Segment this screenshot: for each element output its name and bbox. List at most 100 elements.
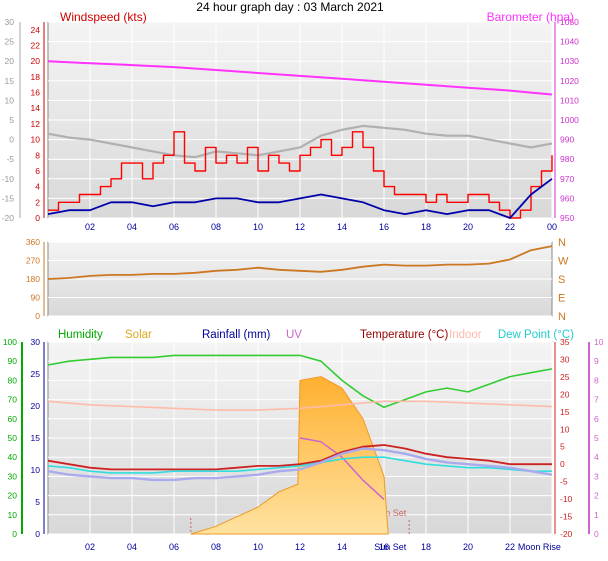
average-wind-series: [47, 178, 553, 219]
humidity-tick-label: 90: [8, 356, 18, 366]
baro-tick-label: 1000: [560, 115, 579, 125]
top-x-tick-label: 06: [169, 222, 179, 232]
compass-label: E: [558, 293, 565, 305]
top-x-tick-label: 22: [505, 222, 515, 232]
baro-tick-label: 950: [560, 213, 574, 223]
outer-left-tick-label: 20: [5, 56, 15, 66]
direction-tick-label: 360: [26, 237, 40, 247]
rain-tick-label: 20: [31, 401, 41, 411]
direction-tick-label: 90: [31, 293, 41, 303]
legend-uv: UV: [286, 329, 302, 341]
wind-tick-label: 6: [35, 166, 40, 176]
sunset-axis-label: Sun Set: [374, 542, 407, 552]
baro-tick-label: 960: [560, 193, 574, 203]
bottom-x-tick-label: 04: [127, 542, 137, 552]
bottom-x-tick-label: 12: [295, 542, 305, 552]
temp-tick-label: -20: [560, 529, 573, 539]
direction-tick-label: 180: [26, 274, 40, 284]
temp-tick-label: 5: [560, 442, 565, 452]
humidity-tick-label: 100: [3, 337, 17, 347]
top-x-tick-label: 14: [337, 222, 347, 232]
moonrise-axis-label: Moon Rise: [518, 542, 561, 552]
outer-left-tick-label: 5: [9, 115, 14, 125]
compass-label: W: [558, 256, 569, 268]
outer-left-tick-label: 0: [9, 135, 14, 145]
rain-tick-label: 30: [31, 337, 41, 347]
uv-tick-label: 10: [594, 337, 604, 347]
rain-tick-label: 5: [35, 497, 40, 507]
dew-point-series: [47, 456, 552, 474]
top-x-tick-label: 20: [463, 222, 473, 232]
top-x-tick-label: 12: [295, 222, 305, 232]
wind-tick-label: 8: [35, 150, 40, 160]
legend-temperature: Temperature (°C): [360, 329, 448, 341]
temp-tick-label: 15: [560, 407, 570, 417]
wind-tick-label: 2: [35, 197, 40, 207]
uv-tick-label: 0: [594, 529, 599, 539]
sunset-plot-label: Sun Set: [374, 508, 407, 518]
outer-left-tick-label: 15: [5, 76, 15, 86]
humidity-tick-label: 50: [8, 433, 18, 443]
temperature-series: [47, 444, 552, 471]
top-x-tick-label: 10: [253, 222, 263, 232]
top-x-tick-label: 08: [211, 222, 221, 232]
humidity-tick-label: 70: [8, 395, 18, 405]
outer-left-tick-label: 25: [5, 37, 15, 47]
wind-tick-label: 14: [31, 103, 41, 113]
wind-tick-label: 0: [35, 213, 40, 223]
outer-left-tick-label: -15: [2, 193, 15, 203]
baro-tick-label: 1050: [560, 17, 579, 27]
direction-tick-label: 0: [35, 311, 40, 321]
humidity-tick-label: 0: [12, 529, 17, 539]
bottom-x-tick-label: 06: [169, 542, 179, 552]
humidity-tick-label: 60: [8, 414, 18, 424]
wind-tick-label: 10: [31, 135, 41, 145]
wind-tick-label: 16: [31, 88, 41, 98]
wind-tick-label: 12: [31, 119, 41, 129]
uv-tick-label: 1: [594, 510, 599, 520]
top-x-tick-label: 18: [421, 222, 431, 232]
wind-tick-label: 4: [35, 182, 40, 192]
outer-left-tick-label: -20: [2, 213, 15, 223]
bottom-x-tick-label: 10: [253, 542, 263, 552]
baro-tick-label: 1010: [560, 95, 579, 105]
temp-tick-label: -5: [560, 477, 568, 487]
wind-direction-series: [47, 245, 553, 280]
humidity-tick-label: 80: [8, 375, 18, 385]
chart-title: 24 hour graph day : 03 March 2021: [196, 0, 384, 14]
temp-tick-label: 25: [560, 372, 570, 382]
legend: Humidity Solar Rainfall (mm) UV Temperat…: [58, 329, 574, 341]
uv-tick-label: 8: [594, 375, 599, 385]
compass-label: S: [558, 274, 565, 286]
humidity-tick-label: 30: [8, 471, 18, 481]
baro-tick-label: 1030: [560, 56, 579, 66]
gray-series: [47, 124, 553, 159]
bottom-x-tick-label: 14: [337, 542, 347, 552]
top-x-tick-label: 00: [547, 222, 557, 232]
bottom-x-tick-label: 20: [463, 542, 473, 552]
outer-left-tick-label: -5: [6, 154, 14, 164]
legend-humidity: Humidity: [58, 329, 103, 341]
compass-label: N: [558, 237, 566, 249]
uv-series: [299, 437, 385, 500]
top-x-tick-label: 02: [85, 222, 95, 232]
baro-tick-label: 1020: [560, 76, 579, 86]
windspeed-series: [48, 131, 553, 219]
windspeed-axis-label: Windspeed (kts): [60, 10, 147, 24]
uv-tick-label: 7: [594, 395, 599, 405]
rain-tick-label: 0: [35, 529, 40, 539]
uv-tick-label: 5: [594, 433, 599, 443]
temp-tick-label: 30: [560, 354, 570, 364]
legend-solar: Solar: [125, 329, 152, 341]
direction-tick-label: 270: [26, 256, 40, 266]
temp-tick-label: 10: [560, 424, 570, 434]
rain-tick-label: 15: [31, 433, 41, 443]
temp-tick-label: 20: [560, 389, 570, 399]
top-x-tick-label: 04: [127, 222, 137, 232]
legend-dew-point: Dew Point (°C): [498, 329, 574, 341]
rain-tick-label: 25: [31, 369, 41, 379]
barometer-axis-label: Barometer (hpa): [487, 10, 574, 24]
outer-left-tick-label: 30: [5, 17, 15, 27]
compass-label: N: [558, 311, 566, 323]
wind-tick-label: 20: [31, 56, 41, 66]
